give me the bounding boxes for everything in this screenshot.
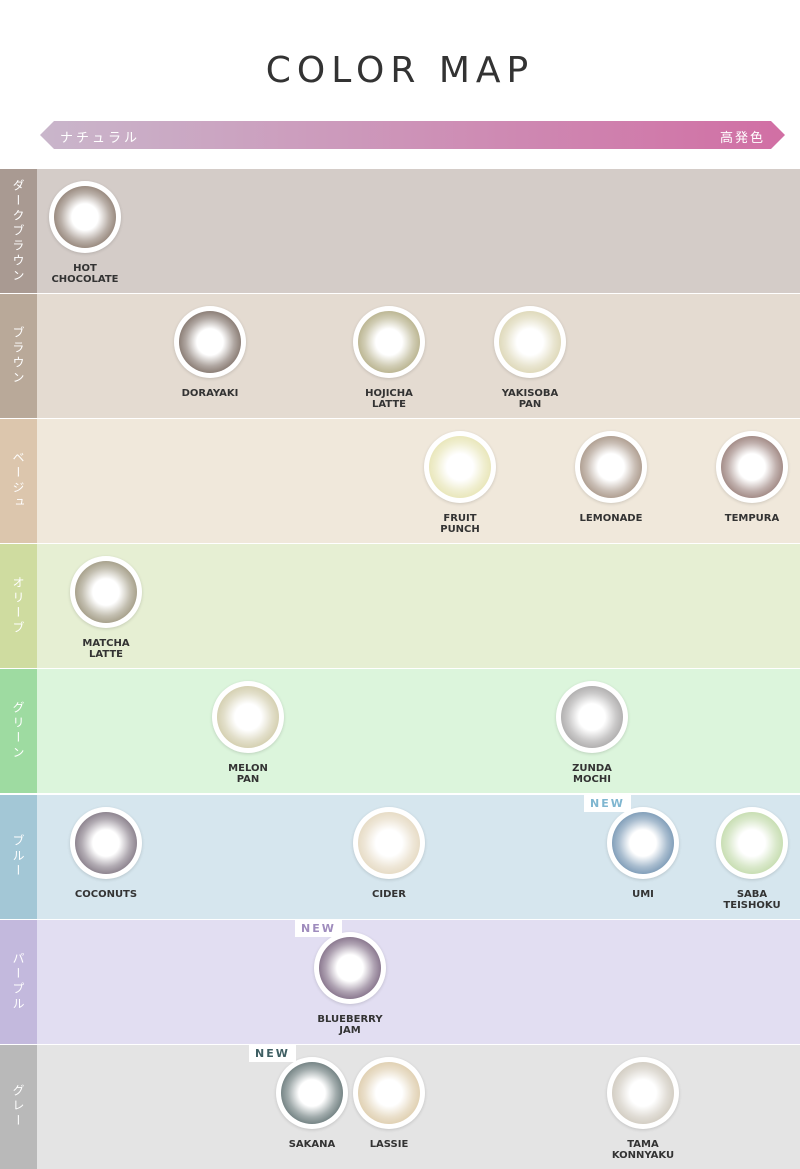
row-category-label: ブルー: [0, 794, 37, 919]
scale-vivid-label: 高発色: [719, 131, 765, 146]
lens-iris: [54, 186, 116, 248]
lens-iris: [319, 936, 381, 999]
new-badge: NEW: [295, 919, 342, 937]
lens-iris: [179, 311, 241, 374]
lens-image[interactable]: [70, 806, 142, 879]
lens-iris: [612, 811, 674, 874]
lens-name: DORAYAKI: [181, 388, 239, 400]
lens-iris: [75, 811, 137, 874]
color-row: オリーブ MATCHA LATTE: [0, 543, 800, 669]
lens-iris: [358, 311, 420, 374]
lens-name: COCONUTS: [74, 888, 138, 900]
lens-item[interactable]: DORAYAKI: [155, 306, 265, 399]
lens-item[interactable]: YAKISOBA PAN: [475, 306, 585, 410]
lens-name: LEMONADE: [579, 513, 643, 525]
lens-name: FRUIT PUNCH: [440, 513, 480, 536]
row-category-label: グレー: [0, 1044, 37, 1169]
row-category-label: ベージュ: [0, 419, 37, 544]
page-title: COLOR MAP: [265, 50, 535, 91]
lens-image[interactable]: [174, 306, 246, 379]
lens-image[interactable]: [494, 306, 566, 379]
new-badge: NEW: [249, 1044, 296, 1062]
lens-image[interactable]: [716, 431, 788, 504]
lens-image[interactable]: [607, 1056, 679, 1129]
lens-name: SABA TEISHOKU: [723, 888, 781, 911]
lens-image[interactable]: [716, 806, 788, 879]
lens-item[interactable]: CIDER: [334, 806, 444, 900]
color-row: ブルー COCONUTS CIDER NEW UMI SABA TEISHOKU: [0, 793, 800, 919]
lens-item[interactable]: ZUNDA MOCHI: [537, 681, 647, 785]
lens-item[interactable]: SABA TEISHOKU: [697, 806, 800, 911]
lens-image[interactable]: [49, 181, 121, 253]
lens-name: BLUEBERRY JAM: [317, 1013, 383, 1036]
lens-iris: [217, 686, 279, 749]
lens-iris: [429, 436, 491, 499]
lens-iris: [499, 311, 561, 374]
lens-name: LASSIE: [369, 1138, 409, 1150]
row-category-label: パープル: [0, 919, 37, 1044]
lens-name: HOJICHA LATTE: [365, 388, 413, 411]
lens-item[interactable]: COCONUTS: [51, 806, 161, 900]
lens-name: MELON PAN: [228, 763, 268, 786]
lens-iris: [75, 561, 137, 624]
lens-name: HOT CHOCOLATE: [51, 263, 119, 285]
lens-image[interactable]: [314, 931, 386, 1004]
color-intensity-scale: ナチュラル 高発色: [40, 121, 785, 149]
row-category-label: ダークブラウン: [0, 169, 37, 293]
lens-iris: [281, 1061, 343, 1124]
lens-image[interactable]: [212, 681, 284, 754]
lens-iris: [561, 686, 623, 749]
lens-name: YAKISOBA PAN: [501, 388, 559, 411]
lens-image[interactable]: [276, 1056, 348, 1129]
lens-item[interactable]: MELON PAN: [193, 681, 303, 785]
lens-iris: [721, 436, 783, 499]
color-row: グリーン MELON PAN ZUNDA MOCHI: [0, 668, 800, 794]
lens-iris: [358, 811, 420, 874]
lens-item[interactable]: HOJICHA LATTE: [334, 306, 444, 410]
lens-name: TEMPURA: [724, 513, 780, 525]
row-category-label: グリーン: [0, 669, 37, 794]
lens-item[interactable]: FRUIT PUNCH: [405, 431, 515, 535]
lens-image[interactable]: [424, 431, 496, 504]
lens-iris: [580, 436, 642, 499]
scale-natural-label: ナチュラル: [60, 131, 141, 146]
lens-item[interactable]: HOT CHOCOLATE: [30, 181, 140, 285]
lens-item[interactable]: LEMONADE: [556, 431, 666, 524]
lens-item[interactable]: TAMA KONNYAKU: [588, 1056, 698, 1161]
lens-item[interactable]: NEW UMI: [584, 794, 698, 900]
color-row: グレー NEW SAKANA LASSIE TAMA KONNYAKU: [0, 1043, 800, 1169]
lens-iris: [358, 1061, 420, 1124]
lens-iris: [721, 811, 783, 874]
lens-name: MATCHA LATTE: [82, 638, 130, 661]
lens-name: UMI: [632, 888, 654, 900]
lens-name: CIDER: [372, 888, 406, 900]
lens-image[interactable]: [353, 806, 425, 879]
lens-name: SAKANA: [288, 1138, 336, 1150]
lens-name: TAMA KONNYAKU: [611, 1138, 675, 1161]
lens-image[interactable]: [575, 431, 647, 504]
lens-image[interactable]: [607, 806, 679, 879]
row-category-label: オリーブ: [0, 544, 37, 669]
lens-image[interactable]: [70, 556, 142, 629]
lens-item[interactable]: NEW BLUEBERRY JAM: [295, 919, 405, 1036]
lens-item[interactable]: NEW SAKANA: [249, 1044, 367, 1150]
lens-image[interactable]: [353, 1056, 425, 1129]
color-row: ベージュ FRUIT PUNCH LEMONADE TEMPURA: [0, 418, 800, 544]
lens-item[interactable]: TEMPURA: [697, 431, 800, 524]
lens-iris: [612, 1061, 674, 1124]
lens-item[interactable]: LASSIE: [334, 1056, 444, 1150]
row-category-label: ブラウン: [0, 294, 37, 419]
lens-item[interactable]: MATCHA LATTE: [51, 556, 161, 660]
color-row: ダークブラウン HOT CHOCOLATE: [0, 168, 800, 293]
new-badge: NEW: [584, 794, 631, 812]
color-row: ブラウン DORAYAKI HOJICHA LATTE YAKISOBA PAN: [0, 293, 800, 419]
lens-image[interactable]: [556, 681, 628, 754]
lens-image[interactable]: [353, 306, 425, 379]
color-row: パープル NEW BLUEBERRY JAM: [0, 918, 800, 1044]
lens-name: ZUNDA MOCHI: [572, 763, 612, 786]
